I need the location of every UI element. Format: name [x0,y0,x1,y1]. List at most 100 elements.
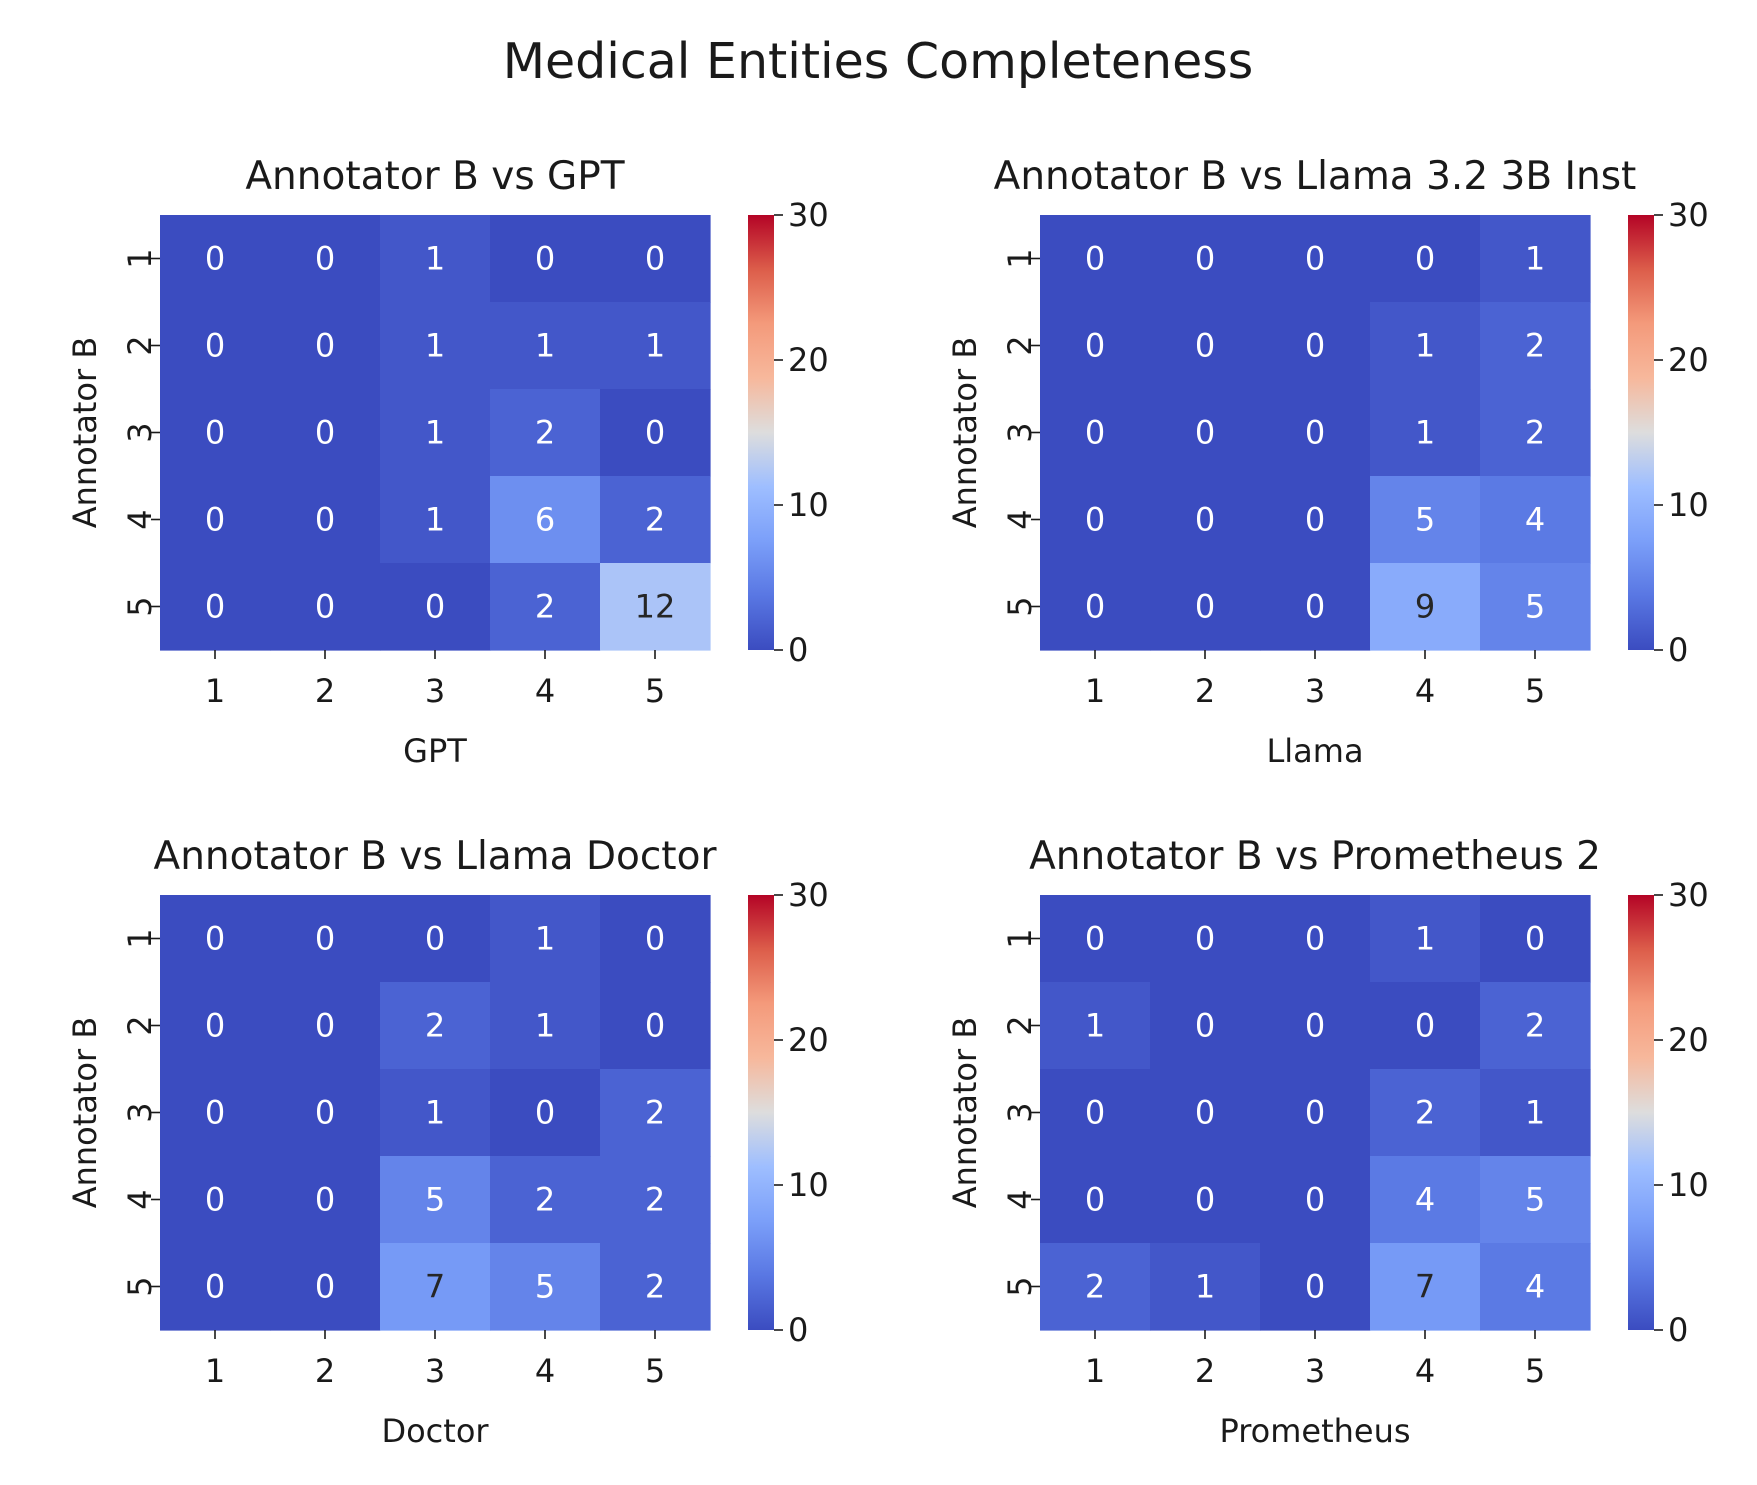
cell-value-label: 0 [315,240,335,278]
colorbar-tick-label: 0 [788,1311,808,1349]
cell-value-label: 0 [315,1268,335,1306]
heatmap-cell [1150,1243,1261,1331]
cell-value-label: 0 [315,920,335,958]
x-axis-label: Doctor [381,1412,489,1450]
heatmap-cell [1480,563,1591,651]
colorbar [748,895,774,1330]
heatmap-cell [1370,563,1481,651]
cell-value-label: 0 [1085,240,1105,278]
cell-value-label: 1 [645,327,665,365]
cell-value-label: 0 [205,240,225,278]
cell-value-label: 2 [1525,414,1545,452]
cell-value-label: 0 [1415,1007,1435,1045]
cell-value-label: 0 [205,588,225,626]
x-tick-label: 1 [1085,1352,1105,1390]
y-tick-label: 3 [1001,422,1039,442]
x-axis-label: Llama [1266,732,1363,770]
x-tick-label: 3 [425,1352,445,1390]
heatmap-cell [490,563,601,651]
heatmap-cell [1370,1243,1481,1331]
cell-value-label: 0 [1195,1007,1215,1045]
cell-value-label: 1 [1525,1094,1545,1132]
heatmap-cell [1480,982,1591,1070]
x-tick-label: 3 [1305,1352,1325,1390]
heatmap-cell [1150,1069,1261,1157]
heatmap-cell [270,389,381,477]
heatmap-cell [1480,476,1591,564]
colorbar-tick-label: 0 [1668,631,1688,669]
colorbar-tick-label: 20 [1668,1021,1709,1059]
heatmap-cell [1480,215,1591,303]
cell-value-label: 0 [1195,920,1215,958]
cell-value-label: 0 [205,414,225,452]
cell-value-label: 0 [1305,240,1325,278]
heatmap-cell [1040,982,1151,1070]
heatmap-cell [1370,476,1481,564]
cell-value-label: 2 [1415,1094,1435,1132]
cell-value-label: 0 [425,920,445,958]
heatmap-cell [380,1069,491,1157]
cell-value-label: 0 [1305,588,1325,626]
x-tick-label: 5 [1525,672,1545,710]
heatmap-cell [380,563,491,651]
heatmap-cell [600,476,711,564]
heatmap-cell [490,1243,601,1331]
y-tick-label: 5 [1001,596,1039,616]
cell-value-label: 0 [1525,920,1545,958]
cell-value-label: 1 [535,920,555,958]
cell-value-label: 0 [1415,240,1435,278]
heatmap-cell [1150,1156,1261,1244]
heatmap-cell [270,563,381,651]
x-tick-label: 2 [315,672,335,710]
y-tick-label: 2 [121,335,159,355]
cell-value-label: 1 [535,327,555,365]
cell-value-label: 1 [425,1094,445,1132]
heatmap-cell [600,1156,711,1244]
cell-value-label: 0 [315,1007,335,1045]
heatmap-cell [1260,982,1371,1070]
heatmap-cell [1150,476,1261,564]
y-axis-label: Annotator B [66,337,104,529]
colorbar-tick-label: 0 [788,631,808,669]
cell-value-label: 0 [205,327,225,365]
heatmap-cell [1040,895,1151,983]
panel-title: Annotator B vs GPT [245,154,624,199]
cell-value-label: 1 [1415,920,1435,958]
cell-value-label: 0 [1305,1094,1325,1132]
cell-value-label: 2 [535,588,555,626]
heatmap-cell [160,389,271,477]
heatmap-cell [600,563,711,651]
cell-value-label: 0 [645,920,665,958]
x-tick-label: 5 [1525,1352,1545,1390]
heatmap-cell [490,895,601,983]
cell-value-label: 0 [1085,920,1105,958]
heatmap-cell [600,1069,711,1157]
heatmap-cell [380,389,491,477]
heatmap-cell [1040,215,1151,303]
cell-value-label: 0 [1305,1007,1325,1045]
x-tick-label: 3 [425,672,445,710]
y-tick-label: 5 [121,596,159,616]
cell-value-label: 1 [1085,1007,1105,1045]
x-axis-label: Prometheus [1219,1412,1410,1450]
cell-value-label: 7 [1415,1268,1435,1306]
cell-value-label: 1 [425,240,445,278]
heatmap-cell [1150,302,1261,390]
cell-value-label: 1 [1525,240,1545,278]
y-tick-label: 4 [121,1189,159,1209]
y-tick-label: 2 [1001,1015,1039,1035]
y-tick-label: 5 [121,1276,159,1296]
cell-value-label: 0 [1305,501,1325,539]
heatmap-cell [490,476,601,564]
cell-value-label: 2 [645,1094,665,1132]
colorbar-tick-label: 20 [1668,341,1709,379]
heatmap-cell [1260,1069,1371,1157]
heatmap-cell [270,302,381,390]
x-axis-label: GPT [403,732,467,770]
heatmap-cell [1040,476,1151,564]
heatmap-cell [380,302,491,390]
cell-value-label: 2 [1525,327,1545,365]
colorbar-tick-label: 20 [788,341,829,379]
heatmap-cell [270,1069,381,1157]
figure-title: Medical Entities Completeness [503,33,1254,90]
